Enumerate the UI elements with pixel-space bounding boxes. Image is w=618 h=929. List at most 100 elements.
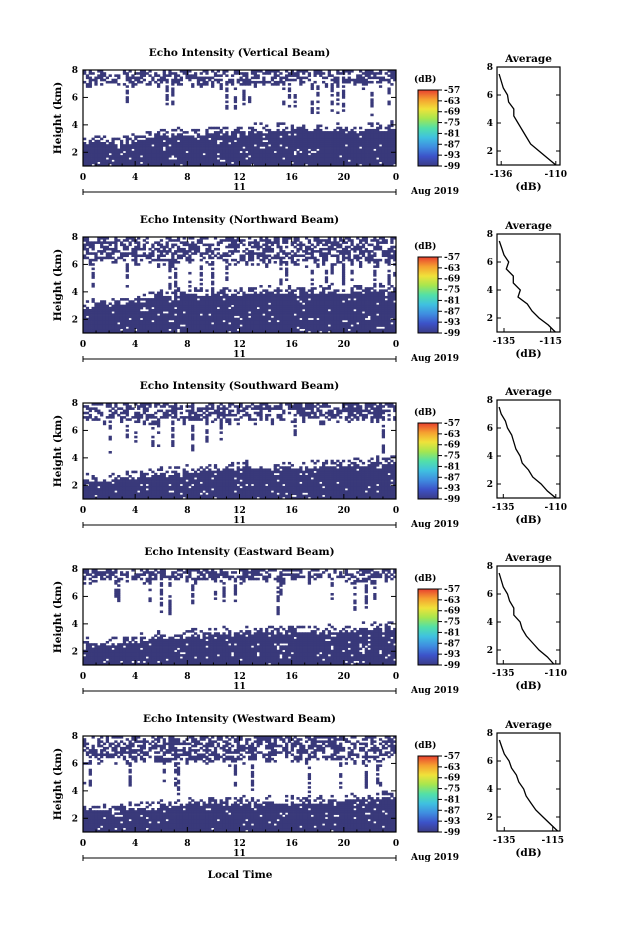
heatmap-cell (347, 157, 351, 160)
heatmap-cell (191, 258, 195, 262)
heatmap-cell (182, 137, 186, 141)
heatmap-cell (330, 94, 334, 97)
heatmap-cell (193, 295, 198, 299)
heatmap-cell (361, 300, 366, 303)
heatmap-cell (378, 163, 383, 167)
heatmap-cell (88, 317, 92, 321)
heatmap-cell (393, 302, 397, 306)
heatmap-cell (253, 142, 257, 145)
heatmap-cell (279, 319, 283, 323)
heatmap-cell (347, 315, 351, 319)
heatmap-cell (245, 72, 249, 75)
heatmap-cell (134, 135, 138, 139)
heatmap-cell (91, 309, 95, 312)
heatmap-cell (176, 239, 181, 242)
heatmap-cell (378, 157, 383, 160)
heatmap-cell (262, 252, 266, 255)
heatmap-cell (137, 144, 141, 147)
heatmap-cell (387, 137, 391, 141)
heatmap-cell (148, 139, 152, 143)
heatmap-cell (83, 148, 87, 152)
heatmap-cell (347, 324, 351, 327)
heatmap-cell (290, 311, 294, 314)
heatmap-cell (102, 237, 107, 240)
heatmap-cell (205, 163, 209, 167)
heatmap-cell (276, 142, 280, 145)
heatmap-cell (307, 293, 312, 297)
heatmap-cell (199, 237, 203, 240)
heatmap-cell (134, 254, 138, 258)
heatmap-cell (313, 298, 317, 301)
heatmap-cell (367, 261, 371, 264)
heatmap-cell (361, 72, 366, 75)
heatmap-cell (148, 146, 152, 149)
heatmap-cell (361, 157, 366, 160)
heatmap-cell (387, 300, 391, 303)
heatmap-cell (370, 239, 374, 242)
heatmap-cell (239, 322, 243, 325)
heatmap-cell (142, 326, 146, 330)
heatmap-cell (273, 146, 277, 149)
heatmap-cell (156, 265, 161, 268)
heatmap-cell (381, 324, 386, 327)
heatmap-cell (245, 293, 249, 297)
heatmap-cell (370, 135, 374, 139)
heatmap-cell (114, 74, 118, 77)
heatmap-cell (174, 139, 178, 143)
heatmap-cell (202, 317, 206, 321)
heatmap-cell (168, 302, 172, 306)
heatmap-cell (188, 285, 192, 288)
heatmap-cell (159, 309, 164, 312)
heatmap-cell (276, 328, 280, 332)
heatmap-cell (128, 309, 132, 312)
heatmap-cell (94, 142, 98, 145)
heatmap-cell (356, 258, 360, 262)
heatmap-cell (168, 237, 172, 240)
heatmap-cell (387, 298, 391, 301)
heatmap-cell (182, 313, 186, 316)
heatmap-cell (105, 319, 110, 323)
heatmap-cell (233, 258, 238, 262)
heatmap-cell (339, 133, 343, 136)
heatmap-cell (248, 313, 252, 316)
heatmap-cell (333, 133, 337, 136)
heatmap-cell (182, 243, 186, 247)
heatmap-cell (327, 298, 331, 301)
heatmap-cell (376, 126, 380, 130)
heatmap-cell (125, 157, 129, 160)
heatmap-cell (381, 148, 386, 152)
heatmap-cell (176, 126, 181, 130)
heatmap-cell (191, 322, 195, 325)
heatmap-cell (245, 319, 249, 323)
heatmap-cell (159, 146, 164, 149)
heatmap-cell (296, 319, 300, 323)
heatmap-cell (191, 252, 195, 255)
heatmap-cell (322, 324, 326, 327)
heatmap-cell (324, 126, 329, 130)
x-tick-label: 0 (80, 340, 86, 350)
heatmap-cell (324, 83, 329, 86)
heatmap-cell (259, 326, 263, 330)
heatmap-cell (91, 306, 95, 310)
heatmap-cell (256, 252, 260, 255)
heatmap-cell (242, 131, 246, 134)
heatmap-cell (225, 278, 229, 282)
heatmap-cell (165, 161, 169, 165)
heatmap-cell (108, 326, 112, 330)
heatmap-cell (333, 309, 337, 312)
heatmap-cell (262, 258, 266, 262)
heatmap-cell (276, 309, 280, 312)
heatmap-cell (228, 146, 232, 149)
heatmap-cell (336, 76, 340, 80)
heatmap-cell (330, 148, 334, 152)
heatmap-cell (256, 144, 260, 147)
heatmap-cell (259, 319, 263, 323)
heatmap-cell (245, 304, 249, 308)
heatmap-cell (188, 137, 192, 141)
heatmap-cell (199, 152, 203, 156)
heatmap-cell (359, 157, 363, 160)
heatmap-cell (114, 150, 118, 154)
heatmap-cell (347, 76, 351, 80)
heatmap-cell (179, 70, 183, 73)
heatmap-cell (373, 309, 377, 312)
